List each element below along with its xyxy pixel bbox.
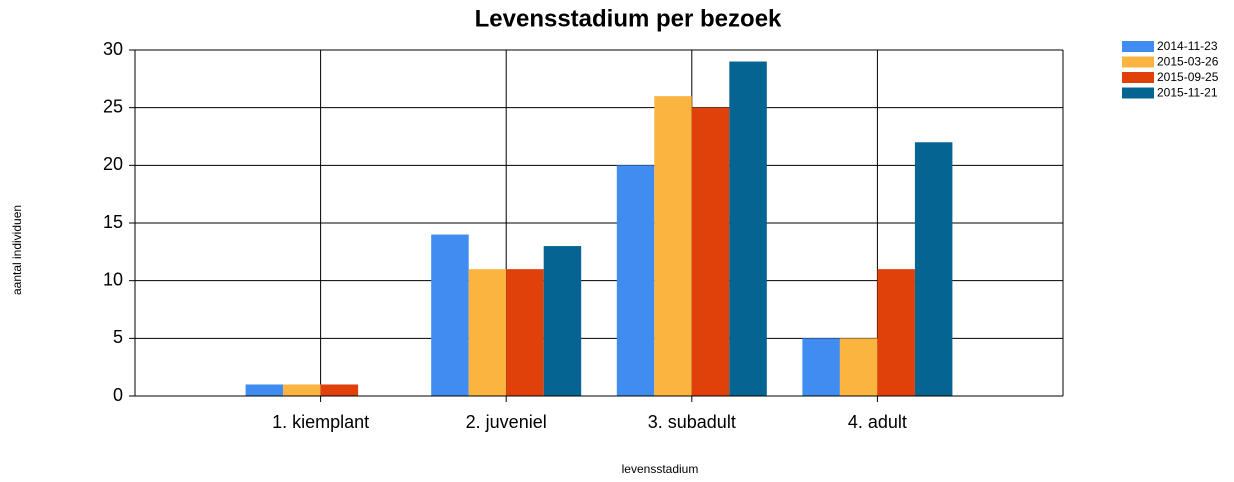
x-axis-label: levensstadium (622, 462, 699, 476)
y-tick-label: 30 (103, 39, 123, 59)
x-tick-label: 1. kiemplant (272, 412, 369, 432)
bar (245, 384, 284, 396)
y-tick-label: 10 (103, 269, 123, 289)
bar (802, 338, 840, 396)
bar (431, 234, 469, 396)
y-tick-label: 20 (103, 154, 123, 174)
bar (468, 269, 507, 396)
legend-label: 2014-11-23 (1157, 39, 1218, 53)
legend-label: 2015-11-21 (1157, 86, 1218, 100)
x-tick-label: 3. subadult (648, 412, 736, 432)
y-tick-label: 25 (103, 96, 123, 116)
y-tick-label: 0 (113, 385, 123, 405)
bar (616, 165, 655, 396)
legend-label: 2015-03-26 (1157, 55, 1219, 69)
y-tick-label: 5 (113, 327, 123, 347)
legend-swatch (1122, 87, 1154, 99)
chart-title: Levensstadium per bezoek (475, 5, 782, 32)
bar (729, 61, 767, 397)
x-tick-label: 2. juveniel (466, 412, 547, 432)
bar (914, 142, 953, 396)
legend-swatch (1122, 72, 1154, 83)
legend-label: 2015-09-25 (1157, 70, 1219, 84)
y-axis-label: aantal individuen (10, 205, 24, 295)
bar (543, 246, 582, 396)
bar (320, 384, 359, 396)
bar (283, 384, 321, 396)
legend-swatch (1122, 41, 1154, 52)
x-tick-label: 4. adult (848, 412, 907, 432)
bar (839, 338, 878, 396)
y-tick-label: 15 (103, 212, 123, 232)
bar (506, 269, 544, 396)
bar (654, 96, 692, 396)
bar (877, 269, 915, 396)
legend-swatch (1122, 56, 1154, 68)
bar (691, 107, 730, 397)
